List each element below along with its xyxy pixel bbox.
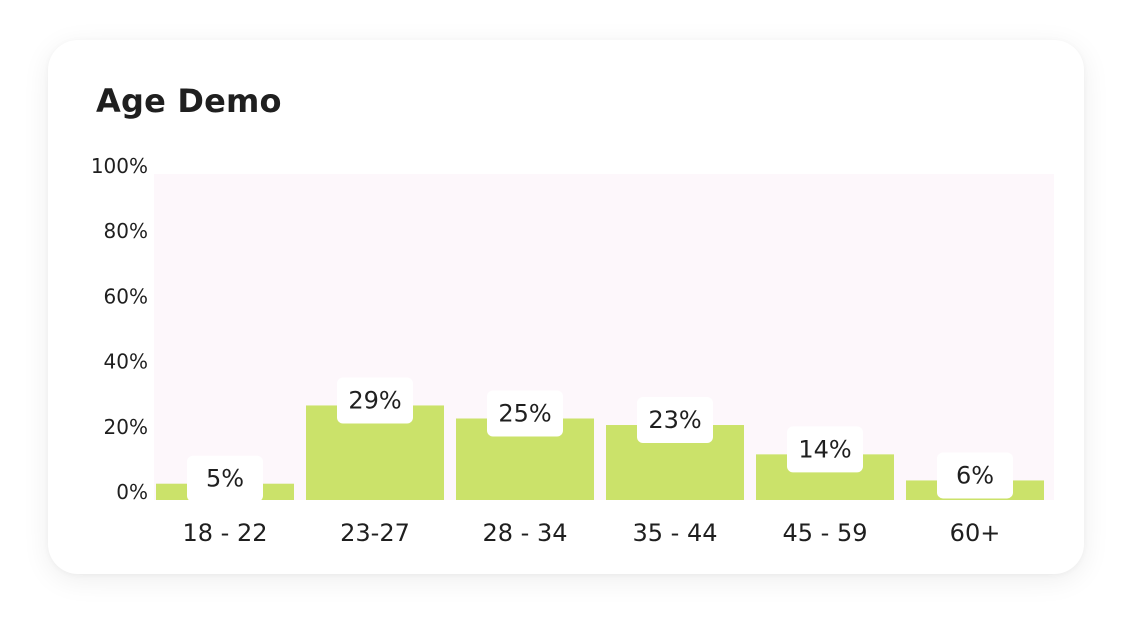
y-axis: 0% 20% 40% 60% 80% 100% <box>91 154 148 504</box>
x-tick-label: 23-27 <box>340 519 410 547</box>
y-tick-label: 20% <box>104 415 148 439</box>
y-tick-label: 80% <box>104 219 148 243</box>
bars: 5% 29% 25% 23% 14% 6% <box>156 377 1044 502</box>
x-tick-label: 45 - 59 <box>783 519 868 547</box>
bar-chart: 0% 20% 40% 60% 80% 100% 5% 29% 25% 23% 14% 6% 18 -… <box>91 154 1054 547</box>
data-label: 25% <box>498 400 551 428</box>
chart-title: Age Demo <box>96 82 282 120</box>
plot-background <box>154 174 1054 500</box>
data-label: 5% <box>206 465 244 493</box>
chart-card: Age Demo 0% 20% 40% 60% 80% 100% 5% 29% 25% 23% 1… <box>48 40 1084 574</box>
x-tick-label: 35 - 44 <box>633 519 718 547</box>
data-label-box <box>337 377 413 424</box>
y-tick-label: 0% <box>116 480 148 504</box>
y-tick-label: 100% <box>91 154 148 178</box>
x-tick-label: 28 - 34 <box>483 519 568 547</box>
y-tick-label: 60% <box>104 284 148 308</box>
x-axis: 18 - 22 23-27 28 - 34 35 - 44 45 - 59 60+ <box>183 519 1001 547</box>
x-tick-label: 18 - 22 <box>183 519 268 547</box>
data-label-box <box>937 452 1013 499</box>
x-tick-label: 60+ <box>950 519 1001 547</box>
y-tick-label: 40% <box>104 350 148 374</box>
data-label: 29% <box>348 386 401 414</box>
data-label: 23% <box>648 406 701 434</box>
data-label: 14% <box>798 435 851 463</box>
data-label: 6% <box>956 461 994 489</box>
data-label-box <box>487 390 563 437</box>
data-label-box <box>637 397 713 444</box>
data-label-box <box>187 455 263 502</box>
data-label-box <box>787 426 863 473</box>
